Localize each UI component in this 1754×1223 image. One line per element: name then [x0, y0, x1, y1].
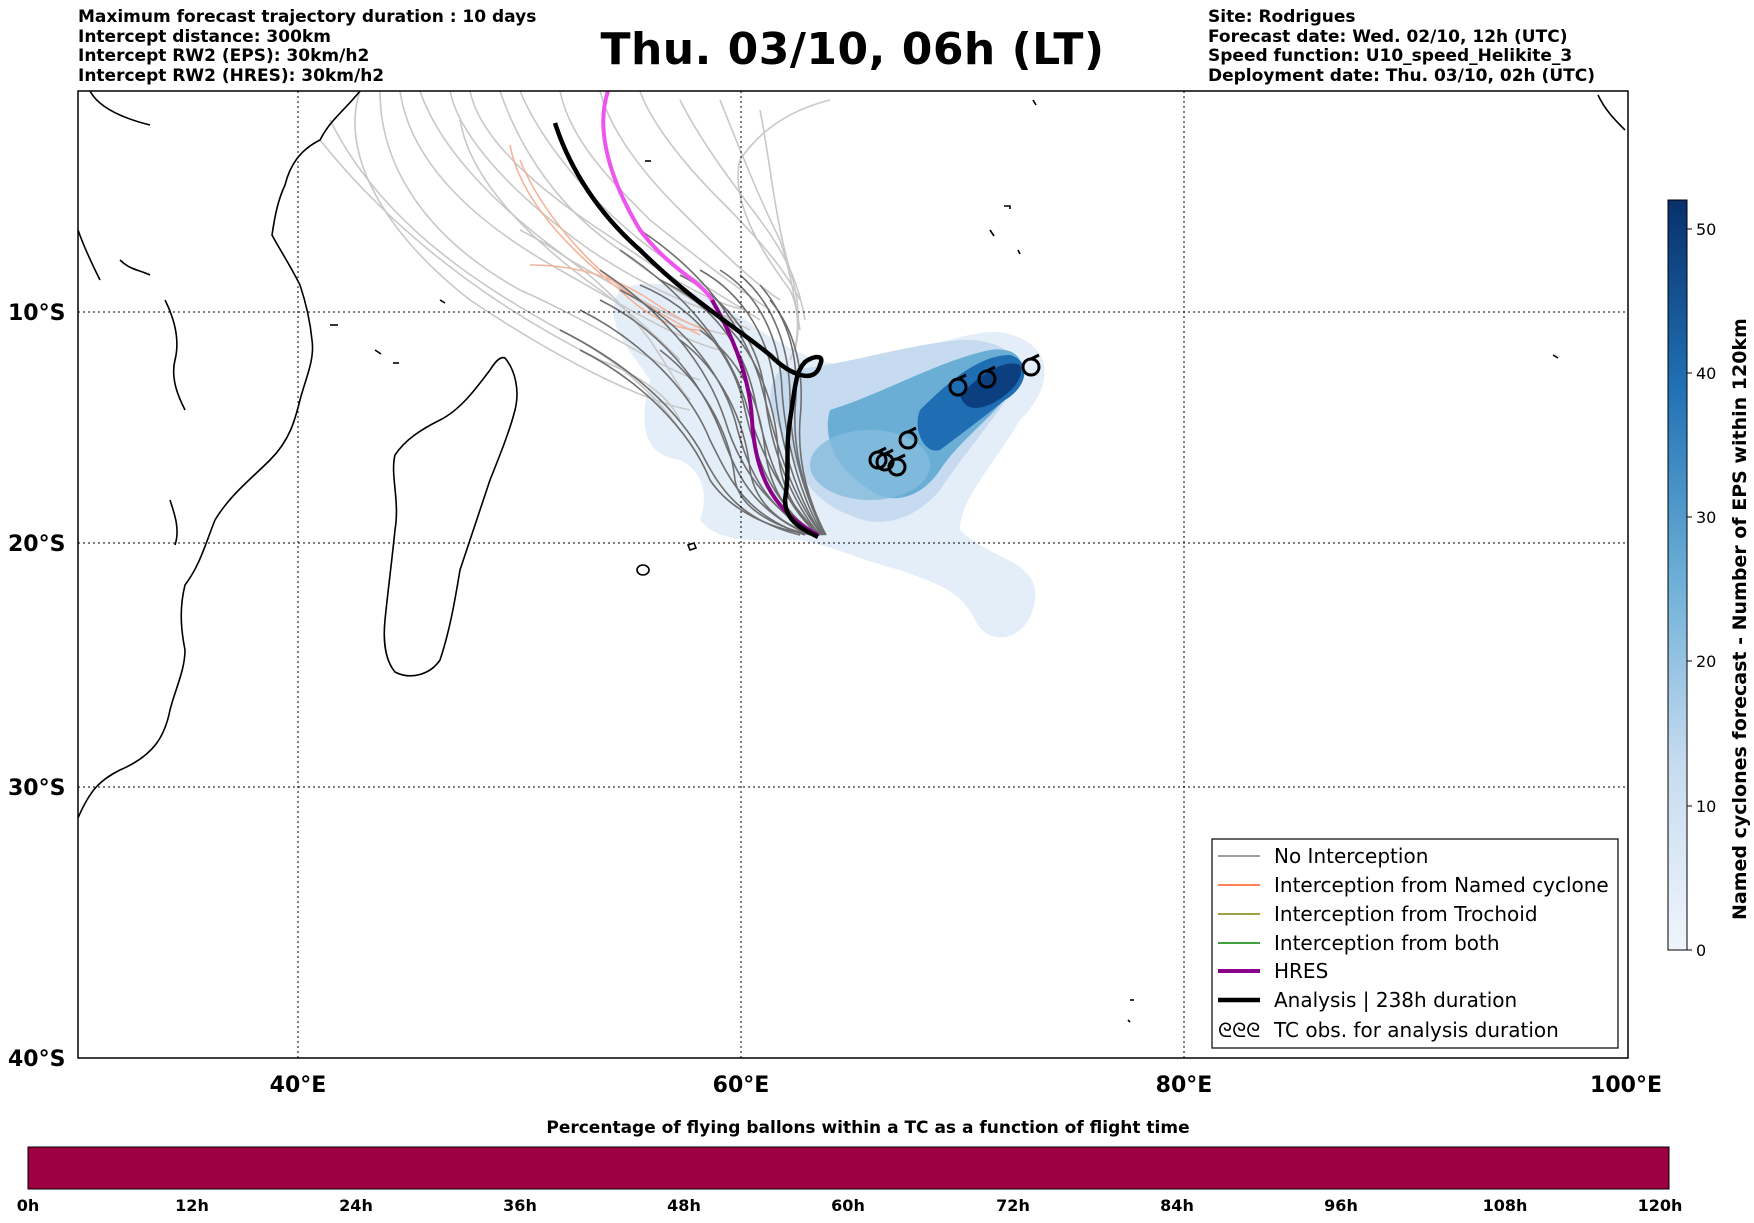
percentage-bar-fill: [27, 1146, 1670, 1190]
header-right-line: Deployment date: Thu. 03/10, 02h (UTC): [1208, 65, 1595, 86]
percentage-tick: 108h: [1483, 1196, 1528, 1215]
legend: No Interception Interception from Named …: [1211, 838, 1619, 1049]
legend-tc-symbol: ᘓᘓᘓ: [1218, 1018, 1260, 1042]
tc-obs-marker: [898, 426, 918, 450]
tc-obs-marker: [887, 453, 907, 477]
colorbar-tick: 10: [1696, 797, 1716, 816]
lon-label: 60°E: [713, 1073, 770, 1098]
legend-box: [1211, 838, 1619, 1049]
legend-label: TC obs. for analysis duration: [1273, 1018, 1559, 1042]
no-interception-tracks: [559, 229, 827, 536]
percentage-tick: 36h: [503, 1196, 537, 1215]
hres-track: [710, 299, 819, 537]
lat-label: 20°S: [8, 532, 65, 557]
percentage-tick: 60h: [831, 1196, 865, 1215]
legend-label: HRES: [1274, 959, 1328, 983]
percentage-tick: 120h: [1638, 1196, 1683, 1215]
percentage-tick: 48h: [667, 1196, 701, 1215]
lon-label: 80°E: [1156, 1073, 1213, 1098]
faded-named-cyclone-tracks: [509, 144, 711, 336]
lat-label: 30°S: [8, 776, 65, 801]
percentage-tick: 84h: [1160, 1196, 1194, 1215]
colorbar-gradient: [1667, 199, 1688, 951]
colorbar-tick: 20: [1696, 652, 1716, 671]
percentage-tick: 0h: [17, 1196, 40, 1215]
page-title: Thu. 03/10, 06h (LT): [600, 24, 1105, 75]
legend-label: Interception from Trochoid: [1274, 902, 1538, 926]
header-right-line: Speed function: U10_speed_Helikite_3: [1208, 46, 1573, 66]
lat-label: 40°S: [8, 1047, 65, 1072]
percentage-tick: 12h: [175, 1196, 209, 1215]
legend-label: No Interception: [1274, 844, 1428, 868]
lon-label: 100°E: [1590, 1073, 1662, 1098]
map-gridlines: [78, 91, 1628, 1058]
colorbar-title: Named cyclones forecast - Number of EPS …: [1729, 318, 1751, 920]
legend-label: Interception from Named cyclone: [1274, 873, 1609, 897]
header-left-line: Intercept RW2 (EPS): 30km/h2: [78, 46, 370, 66]
header-left-info: Maximum forecast trajectory duration : 1…: [78, 7, 537, 86]
header-right-line: Forecast date: Wed. 02/10, 12h (UTC): [1208, 26, 1568, 47]
colorbar-tick: 50: [1696, 220, 1716, 239]
tc-obs-marker: [875, 448, 895, 472]
legend-label: Interception from both: [1274, 931, 1500, 955]
analysis-track: [552, 122, 824, 540]
colorbar-tick: 40: [1696, 364, 1716, 383]
coastlines: [78, 91, 1626, 1023]
tc-obs-marker: [1021, 353, 1041, 377]
percentage-bar: Percentage of flying ballons within a TC…: [17, 1118, 1683, 1215]
colorbar-tick: 0: [1696, 941, 1706, 960]
header-right-line: Site: Rodrigues: [1208, 7, 1356, 27]
tc-obs-marker: [977, 365, 997, 389]
hres-track-early: [601, 91, 714, 302]
tc-observations: [868, 353, 1041, 477]
percentage-tick: 96h: [1324, 1196, 1358, 1215]
header-right-info: Site: Rodrigues Forecast date: Wed. 02/1…: [1208, 7, 1595, 86]
tc-obs-marker: [948, 373, 968, 397]
density-colorbar: 0 10 20 30 40 50 Named cyclones forecast…: [1667, 199, 1751, 960]
percentage-tick: 72h: [996, 1196, 1030, 1215]
percentage-tick: 24h: [339, 1196, 373, 1215]
legend-label: Analysis | 238h duration: [1274, 988, 1517, 1012]
map-frame: [77, 90, 1629, 1059]
header-left-line: Intercept RW2 (HRES): 30km/h2: [78, 65, 385, 86]
colorbar-tick: 30: [1696, 508, 1716, 527]
lat-label: 10°S: [8, 301, 65, 326]
lon-label: 40°E: [270, 1073, 327, 1098]
header-left-line: Intercept distance: 300km: [78, 26, 331, 47]
header-left-line: Maximum forecast trajectory duration : 1…: [78, 7, 537, 27]
percentage-bar-title: Percentage of flying ballons within a TC…: [546, 1118, 1189, 1138]
